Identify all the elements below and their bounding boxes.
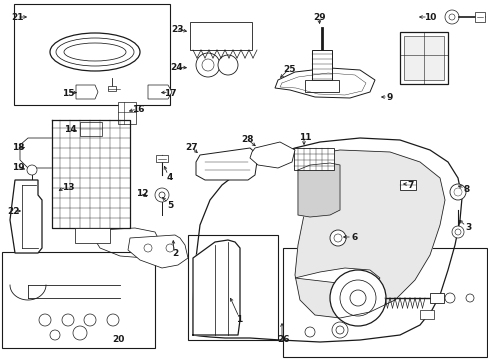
- Text: 4: 4: [166, 172, 173, 181]
- Polygon shape: [193, 138, 461, 342]
- Text: 25: 25: [283, 66, 296, 75]
- Polygon shape: [76, 85, 98, 99]
- Text: 17: 17: [163, 89, 176, 98]
- Bar: [429, 293, 443, 303]
- Circle shape: [62, 314, 74, 326]
- Polygon shape: [196, 148, 258, 180]
- Text: 29: 29: [313, 13, 325, 22]
- Bar: [305, 80, 338, 92]
- Circle shape: [28, 184, 36, 192]
- Bar: [293, 148, 333, 170]
- Bar: [399, 32, 447, 84]
- Polygon shape: [148, 85, 172, 99]
- Circle shape: [107, 314, 119, 326]
- Text: 12: 12: [136, 189, 148, 198]
- Circle shape: [349, 290, 365, 306]
- Ellipse shape: [56, 38, 134, 66]
- Circle shape: [50, 330, 60, 340]
- Circle shape: [339, 280, 375, 316]
- Polygon shape: [52, 120, 130, 228]
- Text: 7: 7: [407, 181, 413, 190]
- Text: 3: 3: [464, 224, 470, 233]
- Polygon shape: [10, 180, 42, 253]
- Text: 9: 9: [386, 94, 392, 103]
- Text: 20: 20: [112, 336, 124, 345]
- Circle shape: [218, 55, 238, 75]
- Text: 13: 13: [61, 184, 74, 193]
- Circle shape: [165, 244, 174, 252]
- Circle shape: [444, 10, 458, 24]
- Bar: [108, 86, 116, 91]
- Text: 27: 27: [185, 144, 198, 153]
- Text: 11: 11: [298, 134, 311, 143]
- Circle shape: [73, 326, 87, 340]
- Text: 1: 1: [235, 315, 242, 324]
- Ellipse shape: [64, 43, 126, 61]
- Bar: [311, 50, 331, 80]
- Circle shape: [27, 165, 37, 175]
- Text: 5: 5: [166, 201, 173, 210]
- Circle shape: [143, 244, 152, 252]
- Bar: [156, 155, 168, 162]
- Polygon shape: [20, 138, 68, 168]
- Circle shape: [84, 314, 96, 326]
- Circle shape: [305, 327, 314, 337]
- Text: 15: 15: [61, 89, 74, 98]
- Bar: [14, 4, 170, 105]
- Text: 18: 18: [12, 144, 24, 153]
- Circle shape: [333, 234, 341, 242]
- Circle shape: [155, 188, 169, 202]
- Text: 28: 28: [241, 135, 254, 144]
- Polygon shape: [294, 150, 444, 318]
- Bar: [118, 102, 136, 124]
- Ellipse shape: [50, 33, 140, 71]
- Text: 19: 19: [12, 163, 24, 172]
- Text: 16: 16: [131, 105, 144, 114]
- Text: 10: 10: [423, 13, 435, 22]
- Bar: [2, 252, 155, 348]
- Bar: [75, 228, 110, 243]
- Circle shape: [453, 188, 461, 196]
- Circle shape: [454, 229, 460, 235]
- Polygon shape: [297, 163, 339, 217]
- Bar: [419, 310, 433, 319]
- Polygon shape: [193, 240, 240, 335]
- Text: 24: 24: [170, 63, 183, 72]
- Polygon shape: [249, 142, 294, 168]
- Circle shape: [451, 226, 463, 238]
- Circle shape: [465, 294, 473, 302]
- Text: 8: 8: [463, 185, 469, 194]
- Circle shape: [444, 293, 454, 303]
- Bar: [190, 22, 251, 50]
- Circle shape: [202, 59, 214, 71]
- Text: 21: 21: [12, 13, 24, 22]
- Text: 22: 22: [8, 207, 20, 216]
- Bar: [403, 36, 443, 80]
- Bar: [283, 248, 486, 357]
- Circle shape: [329, 270, 385, 326]
- Circle shape: [448, 14, 454, 20]
- Circle shape: [39, 314, 51, 326]
- Polygon shape: [294, 268, 379, 286]
- Text: 6: 6: [351, 234, 357, 243]
- Text: 14: 14: [63, 126, 76, 135]
- Circle shape: [196, 53, 220, 77]
- Bar: [399, 180, 415, 190]
- Circle shape: [449, 184, 465, 200]
- Polygon shape: [128, 235, 187, 268]
- Bar: [187, 235, 278, 340]
- Bar: [474, 12, 484, 22]
- Polygon shape: [274, 68, 374, 98]
- Circle shape: [329, 230, 346, 246]
- Text: 26: 26: [276, 336, 289, 345]
- Bar: [80, 122, 102, 136]
- Text: 2: 2: [171, 248, 178, 257]
- Text: 23: 23: [170, 26, 183, 35]
- Circle shape: [159, 192, 164, 198]
- Circle shape: [335, 326, 343, 334]
- Circle shape: [331, 322, 347, 338]
